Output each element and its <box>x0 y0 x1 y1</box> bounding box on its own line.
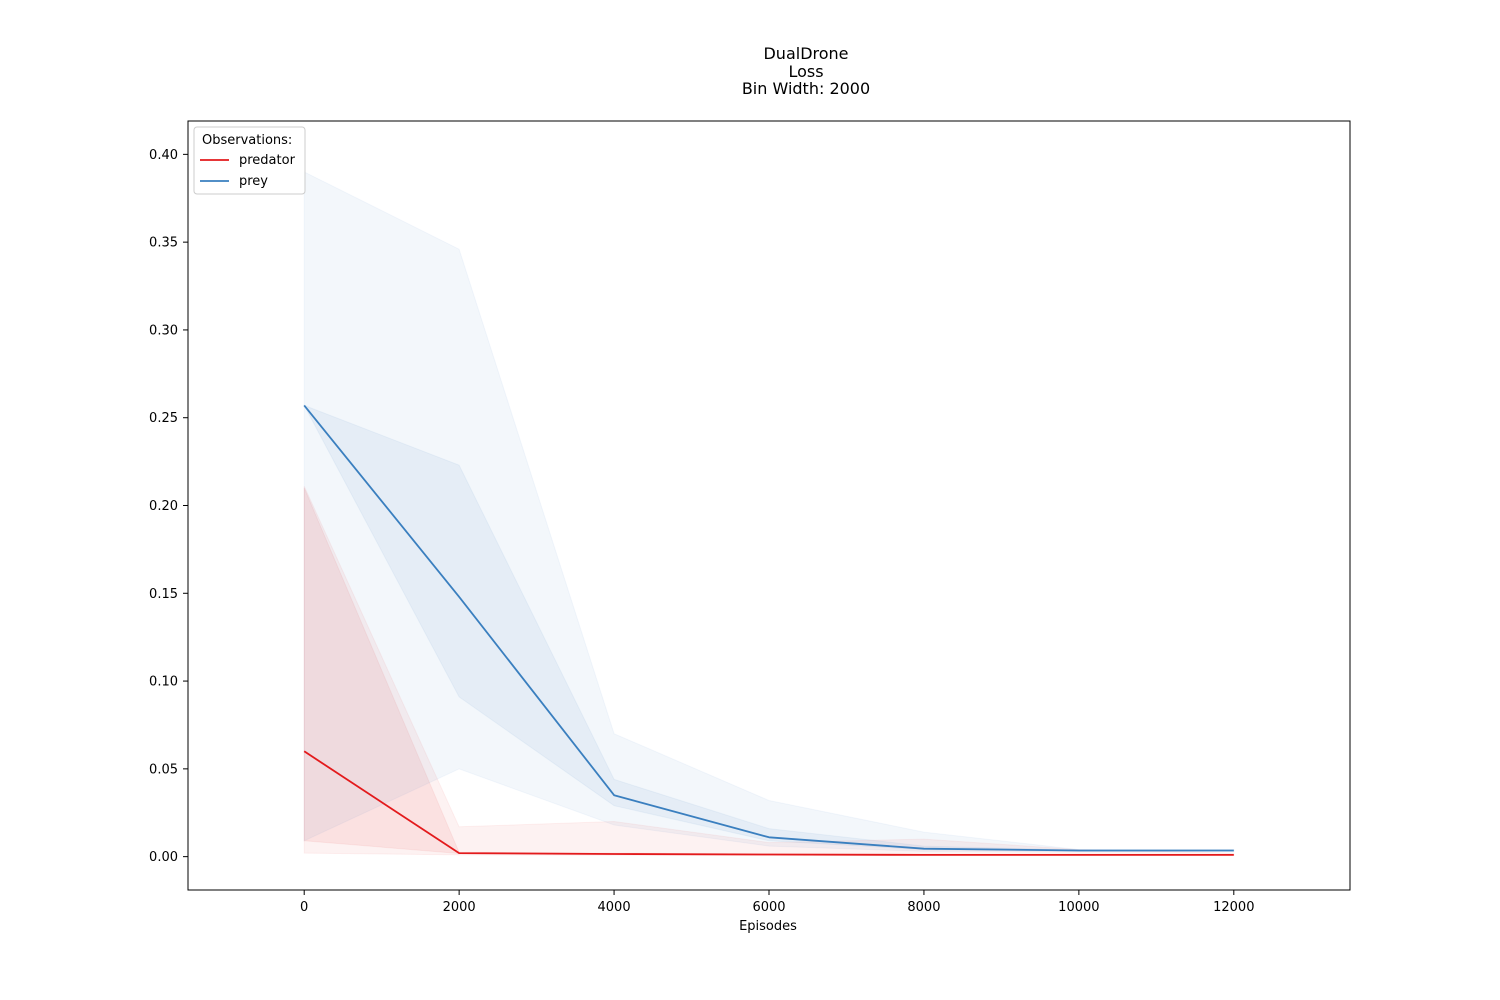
y-tick-label: 0.35 <box>149 236 178 251</box>
y-tick-label: 0.40 <box>149 148 178 163</box>
y-tick-label: 0.20 <box>149 499 178 514</box>
x-axis: 0 2000 4000 6000 8000 10000 12000 <box>300 890 1254 915</box>
x-tick-label: 12000 <box>1213 900 1254 915</box>
chart-title-line-1: DualDrone <box>763 44 848 63</box>
chart-title: DualDrone Loss Bin Width: 2000 <box>742 44 870 98</box>
y-tick-label: 0.05 <box>149 762 178 777</box>
chart-title-line-2: Loss <box>788 62 823 81</box>
legend-title: Observations: <box>202 133 292 148</box>
y-tick-label: 0.15 <box>149 587 178 602</box>
legend-label-predator: predator <box>239 153 296 168</box>
x-tick-label: 4000 <box>598 900 631 915</box>
series-line-prey <box>303 404 1234 852</box>
x-tick-label: 6000 <box>752 900 785 915</box>
y-tick-label: 0.30 <box>149 323 178 338</box>
legend-box <box>193 126 306 195</box>
legend: Observations: predator prey <box>193 126 306 195</box>
x-tick-label: 2000 <box>443 900 476 915</box>
y-tick-label: 0.00 <box>149 850 178 865</box>
x-tick-label: 8000 <box>907 900 940 915</box>
legend-label-prey: prey <box>239 174 268 189</box>
x-tick-label: 10000 <box>1058 900 1099 915</box>
y-axis: 0.00 0.05 0.10 0.15 0.20 0.25 0.30 0.35 0.40 <box>149 148 188 865</box>
chart-title-line-3: Bin Width: 2000 <box>742 79 870 98</box>
y-tick-label: 0.10 <box>149 675 178 690</box>
confidence-bands <box>303 171 1235 857</box>
series-line-predator <box>303 750 1234 856</box>
band-inner-prey <box>303 404 1235 852</box>
x-tick-label: 0 <box>300 900 308 915</box>
series-lines <box>303 404 1234 856</box>
y-tick-label: 0.25 <box>149 411 178 426</box>
x-axis-label: Episodes <box>739 919 797 934</box>
